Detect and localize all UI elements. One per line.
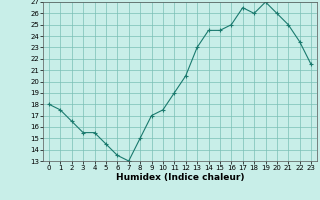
X-axis label: Humidex (Indice chaleur): Humidex (Indice chaleur) [116, 173, 244, 182]
